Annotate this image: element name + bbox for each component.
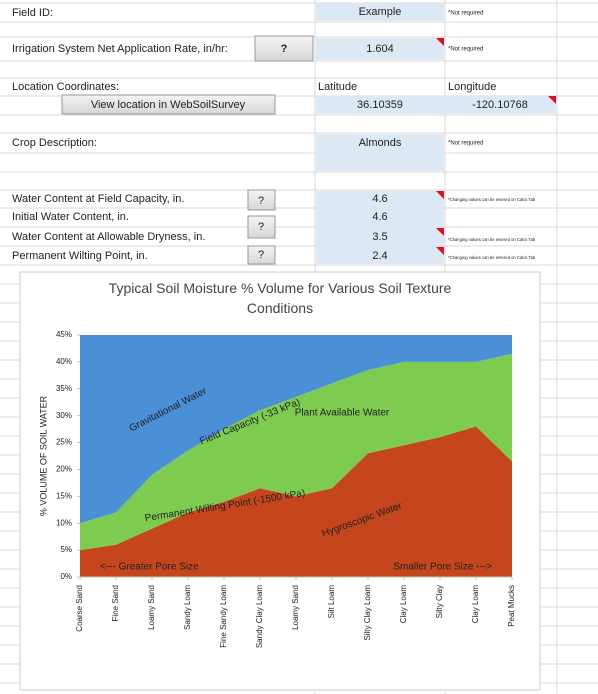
button-label[interactable]: ? bbox=[281, 43, 288, 55]
area bbox=[80, 426, 512, 577]
x-tick-label: Silty Clay bbox=[435, 585, 444, 618]
label: Crop Description: bbox=[12, 137, 97, 149]
x-tick-label: Silt Loam bbox=[327, 585, 336, 619]
x-tick-label: Coarse Sand bbox=[75, 585, 84, 632]
label: Location Coordinates: bbox=[12, 81, 119, 93]
chart: 0% 5% 10% 15% 20% 25% 30% 35% 40% 45% Coarse Sand F… bbox=[38, 330, 516, 648]
input-cell bbox=[316, 134, 444, 171]
y-tick-label: 45% bbox=[56, 330, 72, 339]
x-tick-label: Clay Loam bbox=[399, 585, 408, 624]
help-button[interactable] bbox=[254, 35, 314, 62]
value: 3.5 bbox=[372, 231, 387, 243]
x-tick-label: Sandy Clay Loam bbox=[255, 585, 264, 648]
x-tick-label: Fine Sandy Loam bbox=[219, 585, 228, 648]
label: Longitude bbox=[448, 81, 496, 93]
help-button[interactable] bbox=[247, 189, 276, 211]
map-button[interactable] bbox=[61, 94, 276, 115]
label: Water Content at Field Capacity, in. bbox=[12, 193, 184, 205]
area bbox=[80, 335, 512, 524]
y-tick-label: 15% bbox=[56, 491, 72, 500]
input-cell bbox=[316, 191, 444, 264]
y-tick-label: 25% bbox=[56, 438, 72, 447]
input-cell bbox=[316, 38, 444, 60]
area bbox=[80, 353, 512, 551]
label: Permanent Wilting Point, in. bbox=[12, 250, 148, 262]
x-tick-label: Fine Sand bbox=[111, 585, 120, 621]
note: *Changing values can be entered on Calcs… bbox=[448, 237, 536, 242]
button-label[interactable]: ? bbox=[258, 249, 264, 261]
value: 1.604 bbox=[366, 43, 394, 55]
note: *Changing values can be entered on Calcs… bbox=[448, 255, 536, 260]
help-button[interactable] bbox=[247, 215, 276, 239]
annotation: <--- Greater Pore Size bbox=[100, 562, 199, 573]
label: Latitude bbox=[318, 81, 357, 93]
note: *Not required bbox=[448, 11, 483, 17]
x-tick-label: Clay Loam bbox=[471, 585, 480, 624]
value: -120.10768 bbox=[472, 99, 528, 111]
y-tick-label: 5% bbox=[60, 545, 72, 554]
y-tick-label: 40% bbox=[56, 357, 72, 366]
note: *Changing values can be entered on Calcs… bbox=[448, 197, 536, 202]
value: Example bbox=[359, 6, 402, 18]
annotation: Smaller Pore Size ---> bbox=[393, 562, 492, 573]
y-tick-label: 10% bbox=[56, 518, 72, 527]
label: Irrigation System Net Application Rate, … bbox=[12, 43, 228, 55]
input-cell bbox=[316, 3, 444, 21]
label: Initial Water Content, in. bbox=[12, 211, 129, 223]
button-label[interactable]: ? bbox=[258, 221, 264, 233]
y-tick-label: 30% bbox=[56, 411, 72, 420]
button-label[interactable]: ? bbox=[258, 195, 264, 207]
value: 4.6 bbox=[372, 211, 387, 223]
value: 36.10359 bbox=[357, 99, 403, 111]
chart-title: Typical Soil Moisture % Volume for Vario… bbox=[108, 280, 452, 316]
y-tick-label: 35% bbox=[56, 384, 72, 393]
x-tick-label: Silty Clay Loam bbox=[363, 585, 372, 641]
help-button[interactable] bbox=[247, 245, 276, 265]
x-tick-label: Loamy Sand bbox=[147, 585, 156, 630]
label: Water Content at Allowable Dryness, in. bbox=[12, 231, 205, 243]
y-tick-label: 20% bbox=[56, 465, 72, 474]
button-label[interactable]: View location in WebSoilSurvey bbox=[91, 99, 246, 111]
label: Field ID: bbox=[12, 7, 53, 19]
y-tick-label: 0% bbox=[60, 572, 72, 581]
note: *Not required bbox=[448, 47, 483, 53]
value: 4.6 bbox=[372, 193, 387, 205]
comment-markers bbox=[436, 38, 556, 255]
x-tick-label: Loamy Sand bbox=[291, 585, 300, 630]
value: Almonds bbox=[359, 137, 402, 149]
x-tick-label: Peat Mucks bbox=[507, 585, 516, 627]
y-axis-label: % VOLUME OF SOIL WATER bbox=[38, 395, 48, 516]
value: 2.4 bbox=[372, 250, 387, 262]
input-cell bbox=[316, 96, 556, 114]
x-tick-label: Sandy Loam bbox=[183, 585, 192, 630]
note: *Not required bbox=[448, 141, 483, 147]
annotation: Plant Available Water bbox=[295, 408, 390, 419]
